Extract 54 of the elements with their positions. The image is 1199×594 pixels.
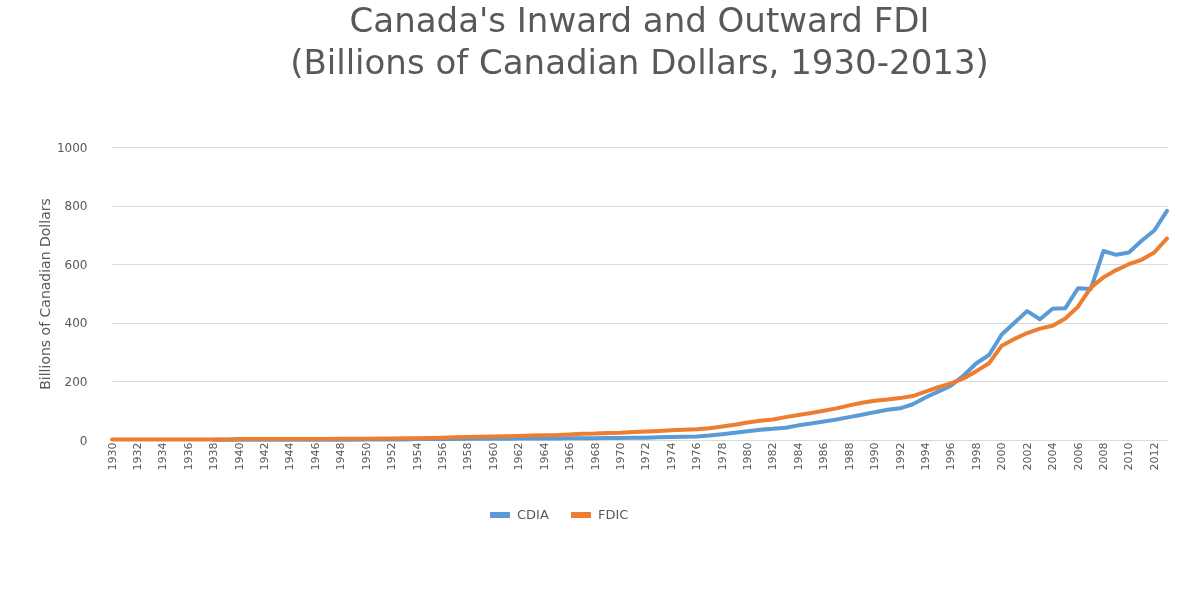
x-tick-label: 1984 — [791, 442, 805, 471]
x-tick-label: 1958 — [461, 442, 475, 471]
x-tick-label: 1982 — [766, 442, 780, 471]
x-tick-label: 1936 — [181, 442, 195, 471]
x-tick-label: 1932 — [130, 442, 144, 471]
legend-label: CDIA — [517, 507, 549, 522]
x-tick-label: 1950 — [359, 442, 373, 471]
x-tick-label: 1966 — [563, 442, 577, 471]
x-tick-label: 1978 — [715, 442, 729, 471]
x-tick-label: 1980 — [741, 442, 755, 471]
x-tick-label: 1930 — [105, 442, 119, 471]
y-tick-label: 1000 — [56, 140, 88, 155]
y-tick-label: 600 — [64, 257, 88, 272]
x-tick-label: 1968 — [588, 442, 602, 471]
x-tick-label: 2010 — [1122, 442, 1136, 471]
x-tick-label: 2012 — [1147, 442, 1161, 471]
x-tick-label: 1970 — [613, 442, 627, 471]
x-tick-label: 1962 — [512, 442, 526, 471]
x-tick-label: 1956 — [435, 442, 449, 471]
y-axis-title: Billions of Canadian Dollars — [36, 198, 53, 390]
x-tick-label: 1940 — [232, 442, 246, 471]
x-tick-label: 1986 — [817, 442, 831, 471]
x-tick-label: 1998 — [969, 442, 983, 471]
legend-label: FDIC — [598, 507, 629, 522]
y-tick-label: 400 — [64, 316, 88, 331]
x-tick-label: 2000 — [995, 442, 1009, 471]
x-tick-label: 1994 — [918, 442, 932, 471]
x-tick-label: 1934 — [156, 442, 170, 471]
y-tick-label: 200 — [64, 374, 88, 389]
x-tick-label: 1944 — [283, 442, 297, 471]
x-tick-label: 1964 — [537, 442, 551, 471]
x-tick-label: 1948 — [334, 442, 348, 471]
x-tick-label: 1972 — [639, 442, 653, 471]
x-tick-label: 2004 — [1046, 442, 1060, 471]
x-tick-label: 1960 — [486, 442, 500, 471]
x-tick-label: 1974 — [664, 442, 678, 471]
x-tick-label: 2006 — [1071, 442, 1085, 471]
x-tick-label: 2002 — [1020, 442, 1034, 471]
chart-subtitle: (Billions of Canadian Dollars, 1930-2013) — [290, 42, 989, 82]
chart-title: Canada's Inward and Outward FDI — [349, 0, 930, 40]
x-tick-label: 1988 — [842, 442, 856, 471]
line-series — [110, 236, 1169, 442]
y-tick-label: 800 — [64, 199, 88, 214]
x-tick-label: 1952 — [385, 442, 399, 471]
x-tick-label: 1954 — [410, 442, 424, 471]
x-tick-label: 1990 — [868, 442, 882, 471]
x-tick-label: 1992 — [893, 442, 907, 471]
x-tick-label: 1942 — [258, 442, 272, 471]
x-tick-label: 1996 — [944, 442, 958, 471]
x-tick-label: 1946 — [308, 442, 322, 471]
x-tick-label: 1976 — [690, 442, 704, 471]
x-tick-label: 1938 — [207, 442, 221, 471]
x-tick-label: 2008 — [1096, 442, 1110, 471]
y-tick-label: 0 — [79, 433, 88, 448]
